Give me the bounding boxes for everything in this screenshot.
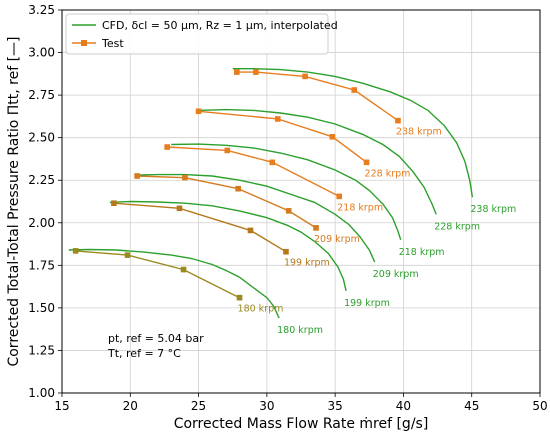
test-data-point [234,69,240,75]
y-tick-label: 1.00 [28,386,55,400]
test-data-point [111,200,117,207]
test-speed-label: 180 krpm [238,304,284,315]
y-tick-label: 2.50 [28,131,55,145]
cfd-speed-label: 199 krpm [344,298,390,309]
test-data-point [253,69,259,75]
cfd-curves [68,68,474,319]
test-speed-label: 209 krpm [314,234,360,245]
test-speed-label: 218 krpm [337,202,383,213]
y-tick-label: 1.50 [28,301,55,315]
x-tick-label: 45 [464,399,479,413]
test-data-point [180,266,187,273]
reference-temperature-note: Tt, ref = 7 °C [107,347,181,360]
test-curve [75,250,240,299]
test-curve [113,202,287,253]
test-curve [198,110,368,163]
y-tick-label: 1.25 [28,343,55,357]
test-data-point [164,144,170,150]
test-data-point [224,147,231,154]
x-tick-label: 20 [123,399,138,413]
x-axis-label: Corrected Mass Flow Rate ṁref [g/s] [174,416,429,432]
x-tick-label: 40 [396,399,411,413]
test-data-point [313,225,319,231]
x-tick-label: 30 [259,399,274,413]
test-data-point [363,159,370,166]
y-tick-label: 1.75 [28,258,55,272]
test-data-point [235,185,241,192]
cfd-speed-label: 218 krpm [399,247,445,258]
test-data-point [269,159,276,166]
y-tick-label: 3.25 [28,3,55,17]
test-data-point [351,87,358,93]
test-data-point [329,134,336,140]
legend: CFD, δcl = 50 µm, Rz = 1 µm, interpolate… [65,13,338,55]
test-curves [72,69,401,301]
test-curve [167,146,340,198]
test-speed-label: 228 krpm [365,168,411,179]
cfd-curve [232,68,474,198]
test-curve [236,71,399,122]
x-tick-label: 15 [54,399,69,413]
y-tick-label: 2.75 [28,88,55,102]
cfd-curve [198,108,437,215]
y-tick-label: 3.00 [28,46,55,60]
y-tick-label: 2.00 [28,216,55,230]
test-data-point [302,73,308,80]
cfd-speed-label: 228 krpm [434,221,480,232]
x-tick-label: 25 [191,399,206,413]
test-data-point [283,248,289,255]
legend-box [65,13,329,55]
test-data-point [124,252,131,258]
x-tick-label: 50 [532,399,547,413]
test-data-point [336,193,343,200]
test-data-point [134,173,140,179]
legend-cfd-label: CFD, δcl = 50 µm, Rz = 1 µm, interpolate… [102,19,338,32]
legend-test-marker [81,40,87,46]
cfd-speed-label: 180 krpm [277,325,323,336]
axis-ticks: 15 20 25 30 35 40 45 50 1.00 1.25 1.50 1.75 2.00 2.25… [28,3,547,413]
cfd-speed-label: 238 krpm [470,204,516,215]
plot-frame [61,9,541,394]
test-data-point [247,227,254,234]
test-data-point [182,174,188,181]
x-tick-label: 35 [328,399,343,413]
test-data-point [395,117,401,124]
reference-pressure-note: pt, ref = 5.04 bar [108,332,204,345]
y-tick-label: 2.25 [28,173,55,187]
test-data-point [236,294,243,301]
test-data-point [72,248,79,254]
test-data-point [176,205,183,212]
cfd-curve [137,173,376,263]
y-axis-label: Corrected Total-Total Pressure Ratio Πtt… [6,36,22,366]
cfd-curve [109,200,347,292]
test-speed-label: 238 krpm [396,127,442,138]
test-speed-label: 199 krpm [284,258,330,269]
test-data-point [285,208,292,214]
cfd-curve [171,143,402,241]
test-data-point [195,108,202,115]
speed-labels: 180 krpm 199 krpm 209 krpm 218 krpm 228 krpm… [238,127,517,336]
legend-test-label: Test [101,37,124,50]
test-data-point [274,116,281,122]
cfd-speed-label: 209 krpm [373,269,419,280]
cfd-curve [68,248,280,319]
